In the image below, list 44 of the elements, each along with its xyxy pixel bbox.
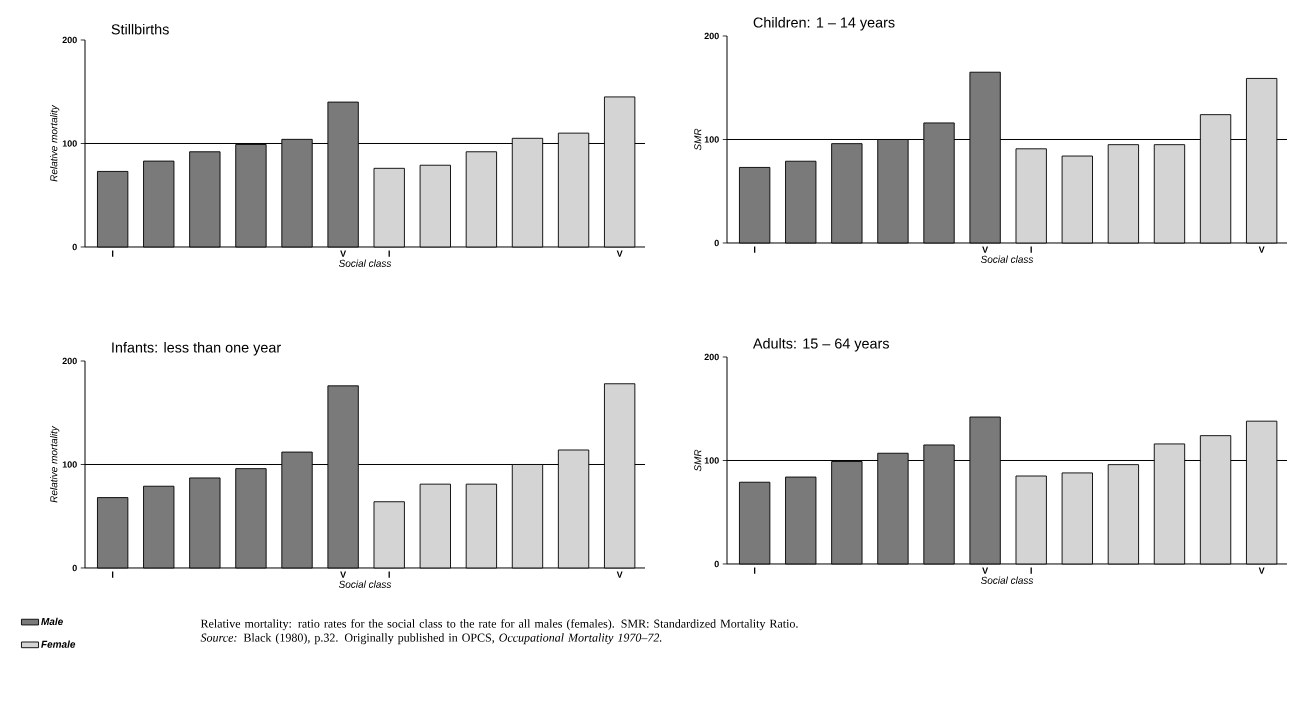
x-tick-label: I <box>388 571 390 578</box>
chart-title: Adults: 15 – 64 years <box>752 338 889 352</box>
x-tick-label: I <box>112 250 114 257</box>
x-tick-label: V <box>1258 567 1265 574</box>
x-tick-label: I <box>1030 567 1032 574</box>
x-tick-label: V <box>1258 246 1265 253</box>
legend-label: Male <box>41 617 63 626</box>
y-axis-title: Relative mortality <box>50 104 60 182</box>
x-tick-label: I <box>754 246 756 253</box>
text: Source: Black (1980), p.32. Originally published in OPCS, Occupational Mortality 1970–72. <box>200 633 662 645</box>
y-tick-label: 0 <box>72 564 77 572</box>
y-tick-label: 200 <box>62 36 77 44</box>
y-tick-label: 100 <box>62 140 77 147</box>
legend-label: Female <box>41 640 76 648</box>
x-axis-title: Social class <box>338 580 392 588</box>
y-tick-label: 200 <box>704 353 719 361</box>
chart-title: Stillbirths <box>111 23 169 35</box>
x-tick-label: I <box>388 250 390 257</box>
y-tick-label: 0 <box>714 560 719 568</box>
x-tick-label: V <box>340 571 347 578</box>
y-axis-title: SMR <box>694 128 702 151</box>
y-tick-label: 100 <box>704 457 719 464</box>
x-tick-label: V <box>982 246 989 253</box>
y-tick-label: 100 <box>704 136 719 143</box>
y-axis-title: Relative mortality <box>50 425 60 503</box>
x-tick-label: I <box>112 571 114 578</box>
chart-title: Infants: less than one year <box>112 342 281 356</box>
y-tick-label: 200 <box>704 32 719 40</box>
text: Relative mortality: ratio rates for the social class to the rate for all males (females). SMR: Standardized Mortality Ratio. <box>200 619 798 631</box>
x-tick-label: I <box>1030 246 1032 253</box>
x-tick-label: V <box>616 571 623 578</box>
x-tick-label: V <box>982 567 989 574</box>
x-tick-label: I <box>754 567 756 574</box>
x-axis-title: Social class <box>980 576 1034 584</box>
y-tick-label: 200 <box>62 357 77 365</box>
y-tick-label: 100 <box>62 461 77 468</box>
x-tick-label: V <box>616 250 623 257</box>
chart-title: Children: 1 – 14 years <box>753 17 895 31</box>
x-axis-title: Social class <box>338 259 392 267</box>
y-tick-label: 0 <box>714 239 719 247</box>
y-axis-title: SMR <box>694 449 702 472</box>
x-axis-title: Social class <box>980 255 1034 263</box>
x-tick-label: V <box>340 250 347 257</box>
y-tick-label: 0 <box>72 243 77 251</box>
